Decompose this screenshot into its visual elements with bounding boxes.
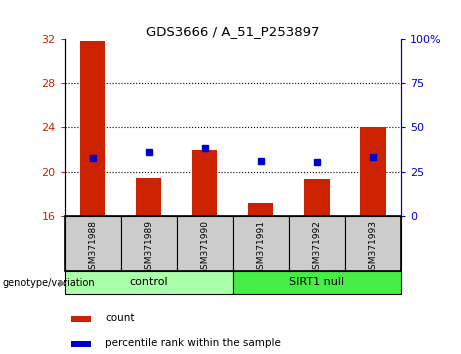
Bar bbox=[71, 341, 91, 347]
Text: GSM371991: GSM371991 bbox=[256, 220, 266, 275]
Text: ▶: ▶ bbox=[59, 278, 66, 288]
Text: GSM371993: GSM371993 bbox=[368, 220, 378, 275]
Bar bbox=[177, 216, 233, 271]
Bar bbox=[192, 149, 218, 216]
Text: count: count bbox=[105, 313, 135, 323]
Bar bbox=[65, 216, 121, 271]
Bar bbox=[345, 216, 401, 271]
Text: GSM371990: GSM371990 bbox=[200, 220, 209, 275]
Text: GSM371989: GSM371989 bbox=[144, 220, 153, 275]
Text: GSM371992: GSM371992 bbox=[313, 220, 321, 275]
Text: genotype/variation: genotype/variation bbox=[2, 278, 95, 288]
Text: control: control bbox=[130, 277, 168, 287]
Bar bbox=[80, 41, 105, 216]
Bar bbox=[233, 216, 289, 271]
Bar bbox=[65, 271, 233, 294]
Text: SIRT1 null: SIRT1 null bbox=[290, 277, 344, 287]
Bar bbox=[233, 271, 401, 294]
Bar bbox=[289, 216, 345, 271]
Title: GDS3666 / A_51_P253897: GDS3666 / A_51_P253897 bbox=[146, 25, 319, 38]
Bar bbox=[361, 127, 386, 216]
Bar bbox=[304, 179, 330, 216]
Bar bbox=[136, 178, 161, 216]
Text: GSM371988: GSM371988 bbox=[88, 220, 97, 275]
Text: percentile rank within the sample: percentile rank within the sample bbox=[105, 338, 281, 348]
Bar bbox=[71, 316, 91, 322]
Bar bbox=[248, 202, 273, 216]
Bar bbox=[121, 216, 177, 271]
